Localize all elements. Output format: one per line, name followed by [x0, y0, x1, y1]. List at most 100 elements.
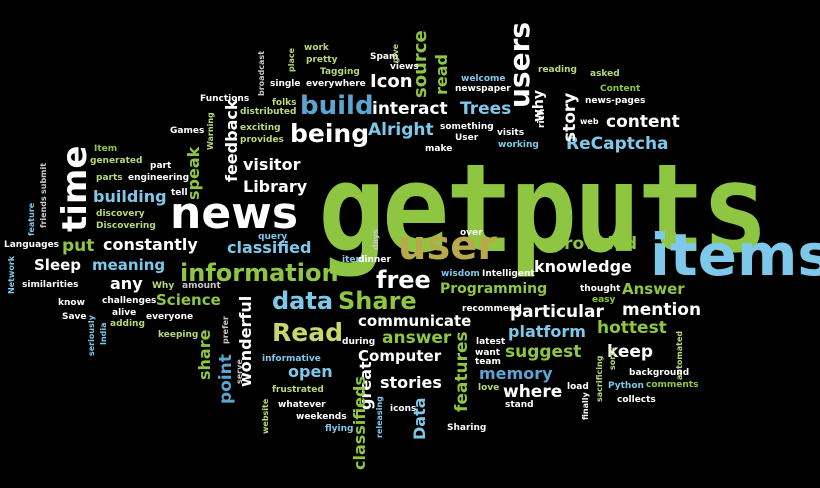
- word-wisdom: wisdom: [441, 269, 480, 279]
- word-keep: keep: [607, 342, 654, 362]
- word-rich: rich: [537, 108, 547, 128]
- word-load: load: [567, 382, 589, 392]
- word-query: query: [258, 232, 288, 242]
- word-love: love: [478, 383, 500, 393]
- word-provided: provided: [552, 234, 638, 254]
- word-save: Save: [62, 312, 87, 322]
- word-item: Item: [94, 144, 118, 154]
- word-finally: finally: [581, 392, 590, 420]
- word-mention: mention: [622, 300, 702, 320]
- word-asked: asked: [590, 69, 620, 79]
- word-trees: Trees: [460, 99, 512, 119]
- word-share-big: Share: [338, 287, 417, 315]
- word-dinner: dinner: [358, 255, 391, 265]
- word-suggest: suggest: [505, 342, 582, 362]
- word-where: where: [503, 382, 563, 402]
- word-adding: adding: [110, 319, 145, 329]
- word-recommend: recommend: [462, 304, 522, 314]
- word-prefer: prefer: [221, 316, 230, 344]
- word-share-small: share: [195, 329, 214, 380]
- word-over: over: [460, 228, 483, 238]
- word-website: website: [261, 398, 270, 434]
- word-generated: generated: [90, 156, 143, 166]
- word-stories: stories: [380, 373, 442, 392]
- word-exciting: exciting: [240, 123, 281, 133]
- word-discovery: discovery: [96, 209, 145, 219]
- word-place: place: [287, 47, 296, 72]
- word-background: background: [629, 368, 690, 378]
- word-thought: thought: [580, 284, 621, 294]
- word-news: news: [170, 188, 299, 239]
- word-weekends: weekends: [296, 412, 347, 422]
- word-content: content: [606, 112, 680, 132]
- word-sacrificing: sacrificing: [595, 355, 604, 402]
- word-team: team: [475, 357, 501, 367]
- word-open: open: [288, 362, 333, 381]
- word-computer: Computer: [358, 347, 442, 365]
- word-classified: classified: [227, 238, 312, 257]
- word-constantly: constantly: [103, 235, 198, 254]
- word-spam: Spam: [370, 52, 399, 62]
- word-collects: collects: [617, 395, 656, 405]
- word-warning: Warning: [206, 112, 215, 150]
- word-read-small: read: [432, 54, 451, 95]
- word-communicate: communicate: [358, 312, 472, 330]
- word-working: working: [498, 140, 539, 150]
- word-platform: platform: [508, 322, 586, 341]
- word-intelligent: Intelligent: [482, 269, 535, 279]
- word-item-small: item: [342, 255, 365, 265]
- word-informative: informative: [262, 354, 321, 364]
- word-users: users: [503, 21, 536, 108]
- word-tell: tell: [171, 188, 188, 198]
- word-keeping: keeping: [158, 330, 199, 340]
- word-answer-cap: Answer: [622, 280, 685, 298]
- word-functions: Functions: [200, 94, 250, 104]
- word-data-big: data: [272, 287, 334, 315]
- word-sorts: sorts: [608, 347, 617, 370]
- word-memory: memory: [479, 364, 553, 383]
- word-pretty: pretty: [306, 55, 338, 65]
- word-why-cap: Why: [152, 281, 175, 291]
- word-serve: serve: [235, 359, 244, 384]
- word-science: Science: [156, 291, 221, 309]
- word-web: web: [580, 117, 599, 126]
- word-whatever: whatever: [278, 400, 326, 410]
- word-engineering: engineering: [128, 173, 190, 183]
- word-releasing: releasing: [375, 396, 384, 438]
- word-building: building: [93, 187, 167, 206]
- word-items: items: [650, 221, 820, 289]
- word-sleep: Sleep: [34, 256, 82, 274]
- word-india: India: [99, 322, 108, 345]
- word-getputs: getputs: [318, 138, 769, 280]
- word-visitor: visitor: [243, 155, 301, 174]
- word-user: user: [398, 223, 498, 269]
- word-feature: feature: [27, 202, 36, 236]
- word-feedback: feedback: [222, 99, 241, 183]
- word-everywhere: everywhere: [306, 79, 366, 89]
- word-read-big: Read: [272, 318, 343, 347]
- word-latest: latest: [476, 337, 506, 347]
- word-classifieds: classifieds: [350, 376, 369, 470]
- word-friends: friends: [39, 196, 48, 228]
- word-python: Python: [608, 381, 644, 391]
- word-easy: easy: [592, 295, 616, 305]
- word-put: put: [62, 236, 95, 256]
- word-being: being: [290, 119, 370, 148]
- word-library: Library: [243, 177, 308, 196]
- word-know: know: [58, 298, 85, 308]
- word-icons: icons: [390, 404, 417, 414]
- word-welcome: welcome: [461, 74, 506, 84]
- word-seriously: seriously: [87, 315, 96, 356]
- word-tagging: Tagging: [320, 67, 360, 77]
- word-features: features: [452, 331, 472, 412]
- word-broadcast: broadcast: [257, 50, 266, 96]
- word-similarities: similarities: [22, 280, 79, 290]
- word-visits: visits: [497, 128, 525, 138]
- word-content-small: Content: [600, 84, 641, 94]
- word-during: during: [342, 337, 376, 347]
- word-challenges: challenges: [102, 296, 157, 306]
- word-interact: interact: [372, 99, 448, 119]
- word-point: point: [216, 354, 236, 404]
- word-alive: alive: [112, 308, 137, 318]
- word-games: Games: [170, 126, 205, 136]
